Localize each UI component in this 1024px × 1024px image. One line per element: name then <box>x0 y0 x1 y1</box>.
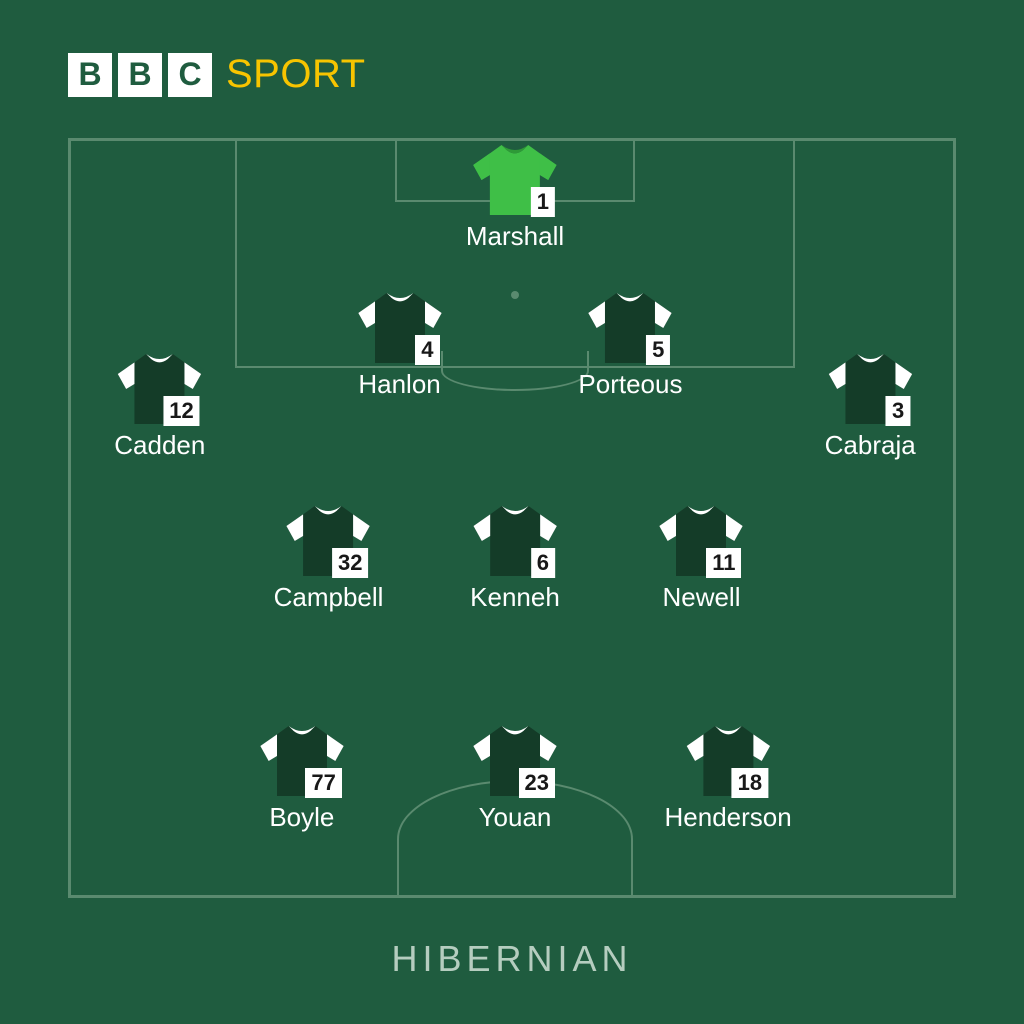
player-name-label: Youan <box>479 802 552 833</box>
shirt-icon: 12 <box>118 354 202 424</box>
shirt-icon: 3 <box>828 354 912 424</box>
player-name-label: Henderson <box>665 802 792 833</box>
sport-label: SPORT <box>226 52 366 97</box>
player-newell: 11 Newell <box>659 506 743 613</box>
player-cadden: 12 Cadden <box>114 354 205 461</box>
player-name-label: Cabraja <box>825 430 916 461</box>
player-name-label: Cadden <box>114 430 205 461</box>
bbc-block-c: C <box>168 53 212 97</box>
bbc-block-b2: B <box>118 53 162 97</box>
player-marshall: 1 Marshall <box>466 145 564 252</box>
player-number: 5 <box>646 335 670 365</box>
player-name-label: Porteous <box>578 369 682 400</box>
shirt-icon: 1 <box>473 145 557 215</box>
player-name-label: Hanlon <box>358 369 440 400</box>
player-cabraja: 3 Cabraja <box>825 354 916 461</box>
shirt-icon: 5 <box>588 293 672 363</box>
player-number: 77 <box>305 768 341 798</box>
player-henderson: 18 Henderson <box>665 726 792 833</box>
shirt-icon: 18 <box>686 726 770 796</box>
player-name-label: Newell <box>662 582 740 613</box>
player-campbell: 32 Campbell <box>274 506 384 613</box>
brand-logo: B B C SPORT <box>68 52 366 97</box>
player-name-label: Marshall <box>466 221 564 252</box>
shirt-icon: 11 <box>659 506 743 576</box>
player-number: 1 <box>531 187 555 217</box>
player-boyle: 77 Boyle <box>260 726 344 833</box>
player-porteous: 5 Porteous <box>578 293 682 400</box>
bbc-block-b1: B <box>68 53 112 97</box>
player-name-label: Boyle <box>269 802 334 833</box>
player-kenneh: 6 Kenneh <box>470 506 560 613</box>
penalty-arc <box>441 351 589 391</box>
player-number: 18 <box>732 768 768 798</box>
team-name: HIBERNIAN <box>0 938 1024 980</box>
player-hanlon: 4 Hanlon <box>358 293 442 400</box>
shirt-icon: 6 <box>473 506 557 576</box>
shirt-icon: 23 <box>473 726 557 796</box>
player-youan: 23 Youan <box>473 726 557 833</box>
player-number: 6 <box>531 548 555 578</box>
player-number: 12 <box>163 396 199 426</box>
player-number: 23 <box>519 768 555 798</box>
penalty-spot <box>511 291 519 299</box>
player-name-label: Campbell <box>274 582 384 613</box>
player-name-label: Kenneh <box>470 582 560 613</box>
lineup-graphic: B B C SPORT 1 Marshall 4 Hanlon <box>0 0 1024 1024</box>
bbc-blocks: B B C <box>68 53 212 97</box>
shirt-icon: 4 <box>358 293 442 363</box>
player-number: 4 <box>415 335 439 365</box>
player-number: 3 <box>886 396 910 426</box>
player-number: 11 <box>706 548 741 578</box>
player-number: 32 <box>332 548 368 578</box>
shirt-icon: 32 <box>287 506 371 576</box>
shirt-icon: 77 <box>260 726 344 796</box>
pitch: 1 Marshall 4 Hanlon 5 Porteous 12 <box>68 138 956 898</box>
